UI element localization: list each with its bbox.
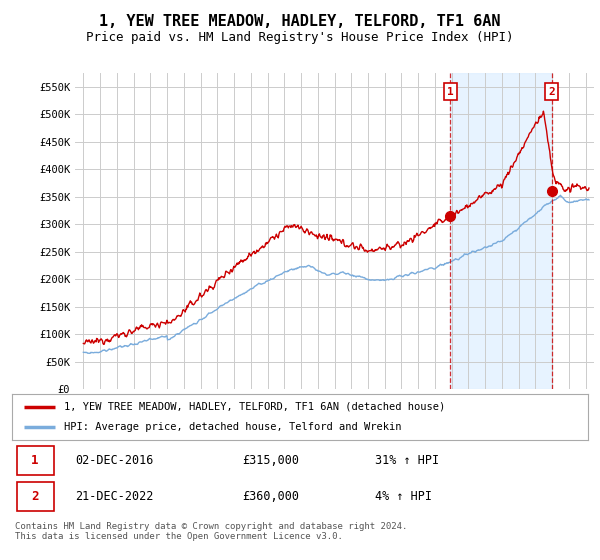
Text: 31% ↑ HPI: 31% ↑ HPI [375,454,439,467]
Bar [451,73,551,389]
Text: 1, YEW TREE MEADOW, HADLEY, TELFORD, TF1 6AN: 1, YEW TREE MEADOW, HADLEY, TELFORD, TF1… [99,14,501,29]
Text: £360,000: £360,000 [242,491,299,503]
Text: 4% ↑ HPI: 4% ↑ HPI [375,491,432,503]
Text: 02-DEC-2016: 02-DEC-2016 [76,454,154,467]
Text: £315,000: £315,000 [242,454,299,467]
FancyBboxPatch shape [17,446,54,475]
Text: HPI: Average price, detached house, Telford and Wrekin: HPI: Average price, detached house, Telf… [64,422,401,432]
Text: Contains HM Land Registry data © Crown copyright and database right 2024.
This d: Contains HM Land Registry data © Crown c… [15,522,407,542]
Text: 21-DEC-2022: 21-DEC-2022 [76,491,154,503]
Text: 2: 2 [548,87,555,97]
Text: 1, YEW TREE MEADOW, HADLEY, TELFORD, TF1 6AN (detached house): 1, YEW TREE MEADOW, HADLEY, TELFORD, TF1… [64,402,445,412]
Text: Price paid vs. HM Land Registry's House Price Index (HPI): Price paid vs. HM Land Registry's House … [86,31,514,44]
FancyBboxPatch shape [17,483,54,511]
Text: 2: 2 [31,491,39,503]
Text: 1: 1 [31,454,39,467]
Text: 1: 1 [447,87,454,97]
